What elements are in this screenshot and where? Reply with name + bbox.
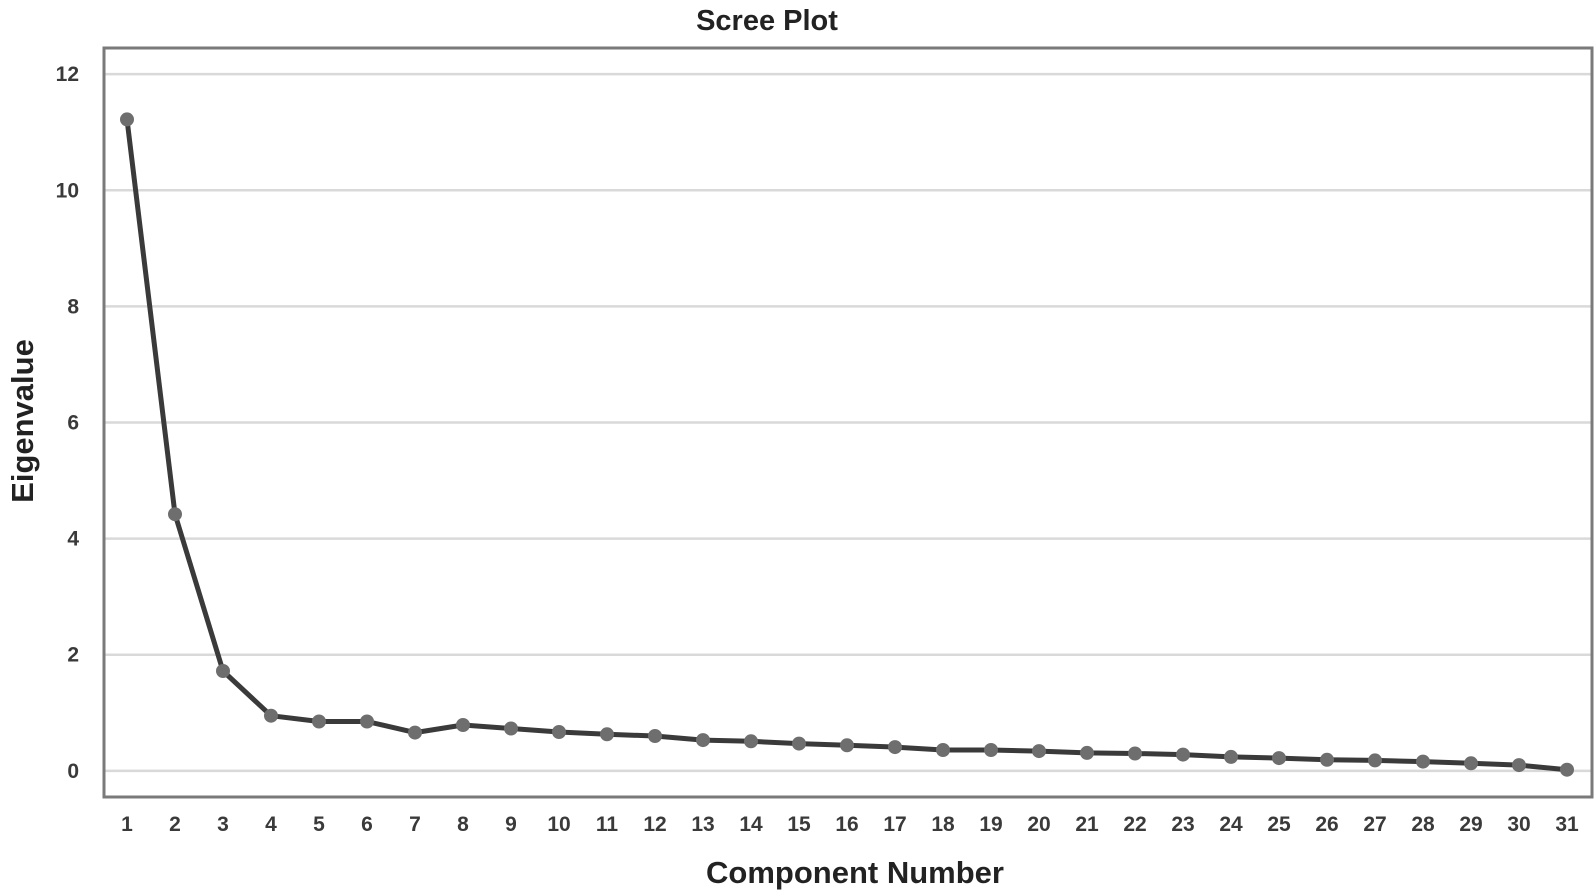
- x-tick-label: 25: [1267, 813, 1291, 836]
- x-tick-label: 28: [1411, 813, 1435, 836]
- series-line: [124, 116, 1570, 773]
- x-tick-label: 29: [1459, 813, 1482, 836]
- data-point-2: [168, 507, 182, 522]
- x-tick-label: 18: [931, 813, 955, 836]
- x-tick-label: 1: [121, 813, 133, 836]
- x-tick-label: 16: [835, 813, 858, 836]
- data-point-30: [1512, 758, 1526, 773]
- x-tick-label: 31: [1555, 813, 1579, 836]
- y-axis-label: Eigenvalue: [5, 339, 40, 503]
- data-point-7: [408, 725, 422, 740]
- y-tick-label: 12: [56, 63, 79, 86]
- data-point-13: [696, 733, 710, 748]
- y-axis-ticks: 0 2 4 6 8 10 12: [56, 63, 80, 783]
- data-point-5: [312, 714, 326, 729]
- x-tick-label: 19: [979, 813, 1002, 836]
- x-tick-label: 6: [361, 813, 373, 836]
- data-point-15: [792, 736, 806, 751]
- data-point-8: [456, 718, 470, 732]
- chart-title: Scree Plot: [696, 5, 838, 37]
- data-point-3: [216, 664, 230, 678]
- data-point-24: [1224, 749, 1238, 764]
- x-tick-label: 21: [1075, 813, 1099, 836]
- x-tick-label: 11: [596, 813, 619, 836]
- x-tick-label: 13: [691, 813, 714, 836]
- x-tick-label: 30: [1507, 813, 1530, 836]
- data-point-19: [984, 743, 998, 757]
- data-point-28: [1416, 754, 1430, 769]
- plot-frame: [102, 46, 1594, 799]
- x-tick-label: 10: [547, 813, 570, 836]
- y-tick-label: 2: [67, 644, 79, 667]
- data-point-18: [936, 743, 950, 757]
- x-tick-label: 12: [643, 813, 666, 836]
- data-point-10: [552, 725, 566, 739]
- data-point-31: [1560, 762, 1574, 777]
- x-tick-label: 14: [739, 813, 763, 836]
- x-tick-label: 4: [265, 813, 277, 836]
- y-tick-label: 8: [67, 295, 79, 318]
- x-tick-label: 3: [217, 813, 229, 836]
- data-point-16: [840, 738, 854, 753]
- data-point-6: [360, 714, 374, 729]
- x-tick-label: 8: [457, 813, 469, 836]
- x-tick-label: 15: [787, 813, 811, 836]
- data-point-9: [504, 721, 518, 736]
- y-tick-label: 6: [67, 412, 79, 435]
- gridlines: [104, 72, 1592, 773]
- x-tick-label: 22: [1123, 813, 1146, 836]
- x-tick-label: 23: [1171, 813, 1194, 836]
- data-point-21: [1080, 745, 1094, 760]
- series-layer: [120, 112, 1574, 777]
- x-tick-label: 2: [169, 813, 181, 836]
- y-tick-label: 0: [67, 760, 79, 783]
- x-tick-label: 9: [505, 813, 517, 836]
- x-axis-ticks: 1 2 3 4 5 6 7 8 9 10 11 12 13 14 15 16 17 18 19 20 21 22 23 24 2…: [121, 813, 1579, 836]
- data-point-17: [888, 740, 902, 755]
- x-tick-label: 20: [1027, 813, 1050, 836]
- x-tick-label: 5: [313, 813, 325, 836]
- data-point-26: [1320, 752, 1334, 767]
- data-point-25: [1272, 751, 1286, 766]
- data-point-23: [1176, 747, 1190, 762]
- data-point-12: [648, 729, 662, 743]
- x-tick-label: 27: [1363, 813, 1386, 836]
- data-point-1: [120, 112, 134, 127]
- data-point-20: [1032, 744, 1046, 759]
- y-tick-label: 4: [67, 528, 79, 551]
- data-point-29: [1464, 756, 1478, 771]
- data-point-22: [1128, 746, 1142, 761]
- y-tick-label: 10: [56, 179, 79, 202]
- data-point-14: [744, 734, 758, 749]
- data-point-4: [264, 708, 278, 723]
- x-axis-label: Component Number: [706, 855, 1004, 890]
- data-point-11: [600, 727, 614, 742]
- x-tick-label: 24: [1219, 813, 1243, 836]
- x-tick-label: 17: [883, 813, 906, 836]
- data-point-27: [1368, 753, 1382, 768]
- x-tick-label: 7: [409, 813, 421, 836]
- x-tick-label: 26: [1315, 813, 1338, 836]
